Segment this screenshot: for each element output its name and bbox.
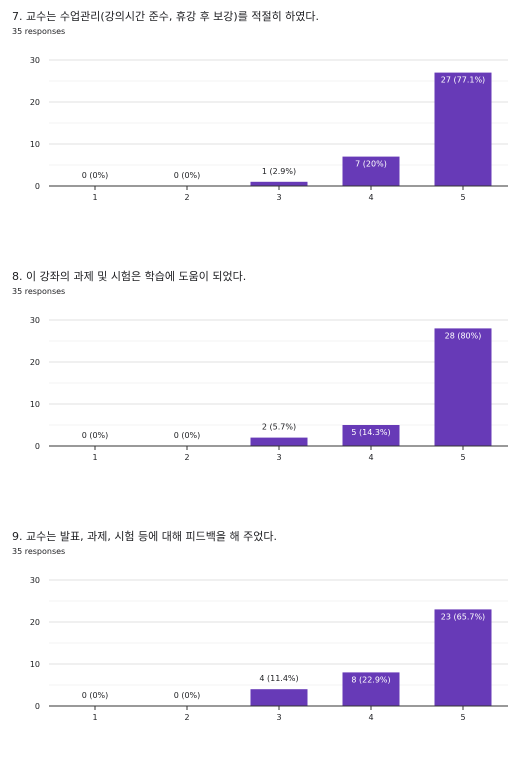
x-tick-label: 4 [368,453,373,462]
data-label: 0 (0%) [82,171,109,180]
y-tick-label: 0 [35,182,40,191]
bar-chart: 0 10 20 30 0 (0%) 1 0 (0%) 2 4 (11.4%) 3 8 (22.9%)… [30,576,508,722]
data-label: 8 (22.9%) [351,675,390,684]
question-9-section: 9. 교수는 발표, 과제, 시험 등에 대해 피드백을 해 주었다. 35 r… [0,520,530,770]
y-tick-label: 0 [35,442,40,451]
x-tick-label: 3 [276,193,281,202]
x-tick-label: 1 [92,193,97,202]
x-tick-label: 4 [368,713,373,722]
y-tick-label: 10 [30,400,40,409]
bar-chart: 0 10 20 30 0 (0%) 1 0 (0%) 2 1 (2.9%) 3 7 (20%) 4 27… [30,56,508,202]
y-tick-label: 20 [30,358,40,367]
bar-4 [342,156,400,186]
response-count: 35 responses [12,287,66,296]
x-tick-label: 4 [368,193,373,202]
x-tick-label: 3 [276,453,281,462]
question-title: 7. 교수는 수업관리(강의시간 준수, 휴강 후 보강)를 적절히 하였다. [12,10,320,23]
x-tick-label: 2 [184,193,189,202]
data-label: 23 (65.7%) [441,612,485,621]
bar-5 [434,72,492,186]
y-tick-label: 10 [30,660,40,669]
bar-3 [250,181,308,186]
y-tick-label: 20 [30,618,40,627]
data-label: 0 (0%) [174,171,201,180]
question-title: 8. 이 강좌의 과제 및 시험은 학습에 도움이 되었다. [12,270,247,283]
bar-4 [342,672,400,706]
x-tick-label: 5 [460,713,465,722]
x-tick-label: 5 [460,193,465,202]
data-label: 0 (0%) [174,691,201,700]
y-tick-label: 30 [30,56,40,65]
data-label: 4 (11.4%) [259,674,298,683]
response-count: 35 responses [12,27,66,36]
y-tick-label: 20 [30,98,40,107]
bar-5 [434,328,492,446]
bar-5 [434,609,492,706]
bar-3 [250,437,308,446]
x-tick-label: 1 [92,713,97,722]
question-title: 9. 교수는 발표, 과제, 시험 등에 대해 피드백을 해 주었다. [12,530,277,543]
data-label: 28 (80%) [445,331,482,340]
x-tick-label: 3 [276,713,281,722]
data-label: 2 (5.7%) [262,423,296,432]
x-tick-label: 1 [92,453,97,462]
data-label: 7 (20%) [355,160,387,169]
data-label: 5 (14.3%) [351,428,390,437]
bar-4 [342,425,400,446]
bar-chart: 0 10 20 30 0 (0%) 1 0 (0%) 2 2 (5.7%) 3 5 (14.3%) 4… [30,316,508,462]
x-tick-label: 2 [184,713,189,722]
y-tick-label: 30 [30,316,40,325]
x-tick-label: 5 [460,453,465,462]
data-label: 27 (77.1%) [441,76,485,85]
y-tick-label: 10 [30,140,40,149]
question-7-section: 7. 교수는 수업관리(강의시간 준수, 휴강 후 보강)를 적절히 하였다. … [0,0,530,250]
data-label: 1 (2.9%) [262,167,296,176]
data-label: 0 (0%) [82,431,109,440]
data-label: 0 (0%) [82,691,109,700]
question-8-section: 8. 이 강좌의 과제 및 시험은 학습에 도움이 되었다. 35 respon… [0,260,530,510]
data-label: 0 (0%) [174,431,201,440]
x-tick-label: 2 [184,453,189,462]
bar-3 [250,689,308,706]
y-tick-label: 30 [30,576,40,585]
y-tick-label: 0 [35,702,40,711]
response-count: 35 responses [12,547,66,556]
